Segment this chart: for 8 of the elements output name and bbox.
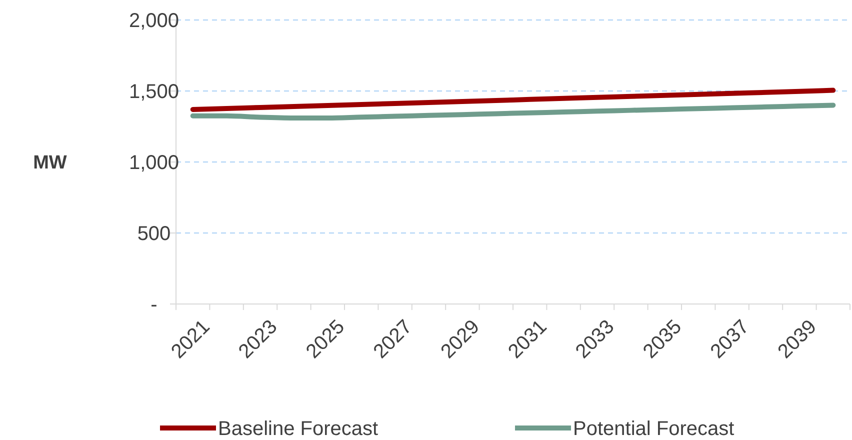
legend-label: Baseline Forecast [218,418,379,440]
y-tick-label: 500 [137,223,171,245]
y-tick-label: 2,000 [128,10,180,32]
legend-label: Potential Forecast [573,418,735,440]
y-tick-label: 1,000 [128,152,180,174]
y-tick-label: - [150,294,158,316]
y-tick-label: 1,500 [128,81,180,103]
y-axis-title: MW [33,152,67,174]
